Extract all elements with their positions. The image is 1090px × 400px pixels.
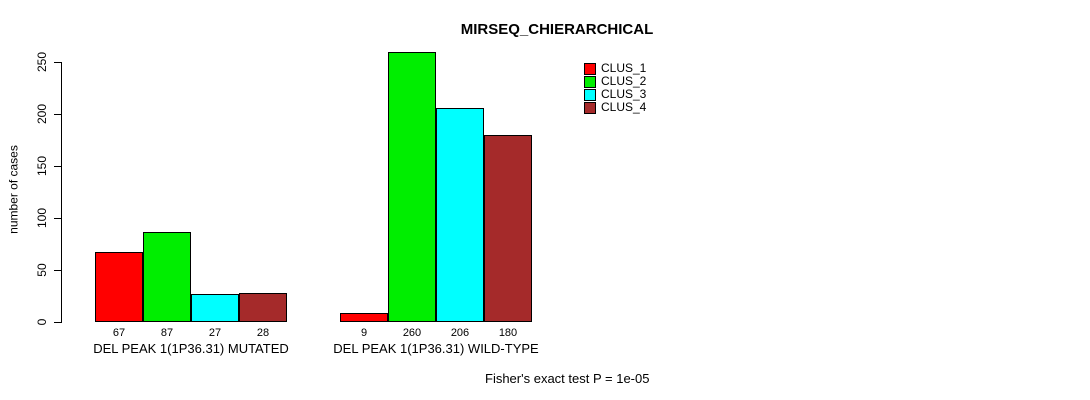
stat-annotation: Fisher's exact test P = 1e-05	[485, 371, 650, 386]
bar-value-label: 260	[402, 327, 422, 339]
y-tick-label: 250	[35, 51, 49, 73]
bar-clus_1-group2	[340, 313, 388, 322]
legend-item: CLUS_2	[584, 75, 646, 88]
legend-swatch	[584, 75, 596, 88]
legend-item: CLUS_4	[584, 101, 646, 114]
legend-swatch	[584, 88, 596, 101]
legend-item: CLUS_3	[584, 88, 646, 101]
legend: CLUS_1 CLUS_2 CLUS_3 CLUS_4	[584, 62, 646, 114]
bar-clus_2-group2	[388, 52, 436, 322]
bar-clus_4-group2	[484, 135, 532, 322]
legend-swatch	[584, 101, 596, 114]
bar-value-label: 28	[256, 327, 270, 339]
y-tick-label: 0	[35, 318, 49, 326]
y-tick	[54, 166, 61, 167]
bar-clus_2-group1	[143, 232, 191, 322]
y-axis-label: number of cases	[6, 145, 21, 234]
bar-value-label: 87	[160, 327, 174, 339]
bar-value-label: 67	[112, 327, 126, 339]
bar-value-label: 27	[208, 327, 222, 339]
y-tick	[54, 114, 61, 115]
y-tick	[54, 270, 61, 271]
legend-label: CLUS_4	[601, 100, 647, 114]
y-tick-label: 100	[35, 207, 49, 229]
y-tick	[54, 218, 61, 219]
y-tick	[54, 322, 61, 323]
legend-label: CLUS_3	[601, 87, 647, 101]
bar-clus_3-group2	[436, 108, 484, 322]
y-tick	[54, 62, 61, 63]
bar-clus_1-group1	[95, 252, 143, 322]
category-label: DEL PEAK 1(1P36.31) MUTATED	[93, 341, 289, 356]
y-tick-label: 150	[35, 155, 49, 177]
legend-swatch	[584, 62, 596, 75]
legend-label: CLUS_1	[601, 61, 647, 75]
legend-label: CLUS_2	[601, 74, 647, 88]
y-tick-label: 200	[35, 103, 49, 125]
bar-clus_4-group1	[239, 293, 287, 322]
bar-value-label: 9	[360, 327, 368, 339]
category-label: DEL PEAK 1(1P36.31) WILD-TYPE	[333, 341, 539, 356]
y-axis	[61, 62, 62, 323]
chart-title: MIRSEQ_CHIERARCHICAL	[460, 21, 654, 38]
legend-item: CLUS_1	[584, 62, 646, 75]
bar-value-label: 206	[450, 327, 470, 339]
y-tick-label: 50	[35, 263, 49, 277]
bar-value-label: 180	[498, 327, 518, 339]
bar-clus_3-group1	[191, 294, 239, 322]
